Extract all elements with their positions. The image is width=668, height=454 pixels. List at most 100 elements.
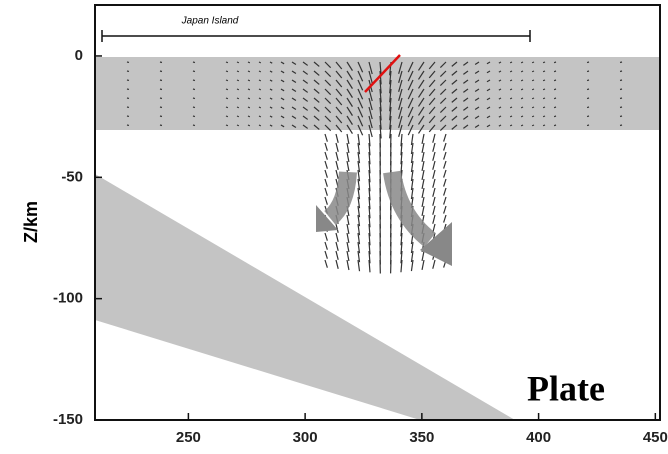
velocity-glyph <box>324 196 328 205</box>
velocity-glyph <box>389 70 392 85</box>
velocity-glyph <box>586 79 590 82</box>
velocity-glyph <box>410 142 414 155</box>
velocity-glyph <box>520 106 524 109</box>
velocity-glyph <box>542 97 546 100</box>
velocity-glyph <box>463 97 469 102</box>
velocity-glyph <box>335 223 339 233</box>
velocity-glyph <box>236 79 240 82</box>
velocity-glyph <box>335 142 339 152</box>
velocity-glyph <box>313 97 320 103</box>
velocity-glyph <box>432 196 436 206</box>
velocity-glyph <box>302 79 309 84</box>
velocity-glyph <box>486 115 491 119</box>
velocity-glyph <box>389 124 392 139</box>
velocity-glyph <box>302 115 309 120</box>
velocity-glyph <box>159 79 163 82</box>
velocity-glyph <box>280 61 285 65</box>
velocity-glyph <box>368 169 371 183</box>
velocity-glyph <box>498 61 502 64</box>
velocity-glyph <box>247 88 251 91</box>
velocity-glyph <box>451 61 458 67</box>
velocity-glyph <box>428 61 436 70</box>
velocity-glyph <box>236 70 240 73</box>
velocity-glyph <box>421 205 425 217</box>
velocity-glyph <box>324 106 332 114</box>
velocity-glyph <box>486 124 491 128</box>
velocity-glyph <box>159 97 163 100</box>
velocity-glyph <box>542 70 546 73</box>
velocity-glyph <box>407 115 414 127</box>
velocity-glyph <box>421 259 425 271</box>
velocity-glyph <box>421 160 425 172</box>
velocity-glyph <box>498 79 502 82</box>
velocity-glyph <box>346 106 353 116</box>
velocity-glyph <box>407 124 414 136</box>
velocity-glyph <box>443 133 447 142</box>
velocity-glyph <box>324 259 328 268</box>
velocity-glyph <box>302 106 309 111</box>
velocity-glyph <box>357 160 361 173</box>
flow-arrow-head <box>316 205 338 232</box>
velocity-glyph <box>474 88 480 92</box>
velocity-glyph <box>225 88 229 91</box>
velocity-glyph <box>335 241 339 251</box>
velocity-glyph <box>498 124 502 127</box>
velocity-glyph <box>225 106 229 109</box>
velocity-glyph <box>498 88 502 91</box>
velocity-glyph <box>421 133 425 145</box>
velocity-glyph <box>192 97 196 100</box>
velocity-glyph <box>269 106 273 109</box>
velocity-glyph <box>439 115 447 122</box>
velocity-glyph <box>291 106 297 111</box>
velocity-glyph <box>531 97 535 100</box>
velocity-glyph <box>407 70 414 82</box>
velocity-glyph <box>159 70 163 73</box>
velocity-glyph <box>428 124 436 133</box>
velocity-glyph <box>443 160 447 169</box>
velocity-glyph <box>313 70 320 76</box>
velocity-glyph <box>302 124 309 129</box>
velocity-glyph <box>509 70 513 73</box>
velocity-glyph <box>346 250 350 262</box>
velocity-glyph <box>542 88 546 91</box>
velocity-glyph <box>451 88 458 94</box>
velocity-glyph <box>421 142 425 154</box>
velocity-glyph <box>236 124 240 127</box>
velocity-glyph <box>368 205 371 219</box>
velocity-glyph <box>432 169 436 179</box>
velocity-glyph <box>509 79 513 82</box>
velocity-glyph <box>335 106 343 115</box>
velocity-glyph <box>225 61 229 64</box>
velocity-glyph <box>443 151 447 160</box>
velocity-glyph <box>432 259 436 269</box>
velocity-glyph <box>291 115 297 120</box>
velocity-glyph <box>258 79 262 82</box>
velocity-glyph <box>225 79 229 82</box>
velocity-glyph <box>451 97 458 103</box>
velocity-glyph <box>410 178 414 191</box>
velocity-glyph <box>451 70 458 76</box>
velocity-glyph <box>357 205 361 218</box>
velocity-glyph <box>346 97 353 107</box>
x-tick-label: 350 <box>409 429 434 446</box>
velocity-glyph <box>346 232 350 244</box>
velocity-glyph <box>443 142 447 151</box>
velocity-glyph <box>368 142 371 156</box>
velocity-glyph <box>335 259 339 269</box>
velocity-glyph <box>324 61 332 69</box>
velocity-glyph <box>368 187 371 201</box>
velocity-glyph <box>542 61 546 64</box>
velocity-glyph <box>531 79 535 82</box>
velocity-glyph <box>474 61 480 65</box>
velocity-glyph <box>400 160 403 174</box>
velocity-glyph <box>368 88 373 102</box>
velocity-glyph <box>313 115 320 121</box>
velocity-glyph <box>542 79 546 82</box>
velocity-glyph <box>346 115 353 125</box>
velocity-glyph <box>291 124 297 129</box>
velocity-glyph <box>428 115 436 124</box>
velocity-glyph <box>463 61 469 66</box>
velocity-glyph <box>410 133 414 146</box>
velocity-glyph <box>389 97 392 112</box>
velocity-glyph <box>368 160 371 174</box>
